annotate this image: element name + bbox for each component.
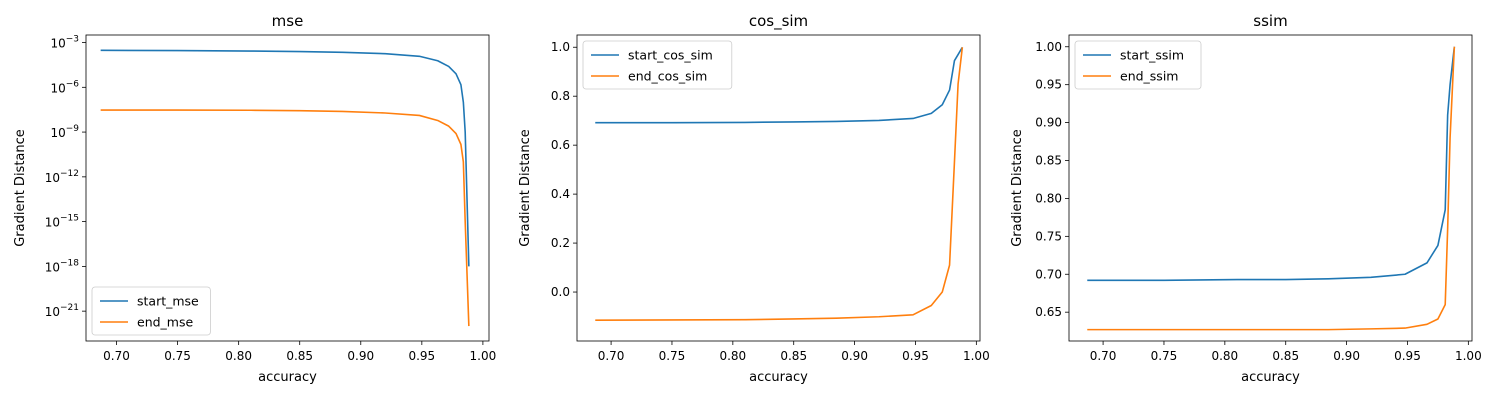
legend: start_cos_sim end_cos_sim [582,40,733,90]
y-tick-label: 0.65 [1035,305,1062,319]
chart-panel-ssim: 0.70 0.75 0.80 0.85 0.90 0.95 1.00 0.65 0.70 0.75… [1010,12,1482,385]
chart-title: mse [272,12,304,30]
y-tick-label: 10−12 [45,169,79,185]
legend-label: start_mse [137,294,199,309]
y-tick-label: 10−3 [50,35,79,51]
x-tick-label: 0.95 [902,349,929,363]
chart-panel-mse: 0.70 0.75 0.80 0.85 0.90 0.95 1.00 10−21 10−18 10… [13,12,496,385]
x-tick-label: 0.75 [659,349,686,363]
y-tick-label: 10−18 [45,258,80,274]
legend-box [91,286,211,336]
y-tick-label: 0.70 [1035,267,1062,281]
legend: start_mse end_mse [91,286,211,336]
y-tick-label: 0.95 [1035,78,1062,92]
x-tick-label: 0.70 [598,349,625,363]
legend: start_ssim end_ssim [1074,40,1202,90]
y-tick-label: 1.0 [551,40,570,54]
legend-label: start_cos_sim [628,48,713,63]
axes-frame [1068,34,1473,342]
x-tick-label: 0.70 [103,349,130,363]
y-tick-label: 1.00 [1035,40,1062,54]
legend-label: end_ssim [1120,69,1178,84]
x-tick-label: 0.90 [841,349,868,363]
x-tick-label: 0.95 [1394,349,1421,363]
x-tick-label: 0.70 [1090,349,1117,363]
x-axis-label: accuracy [258,370,317,385]
legend-label: end_cos_sim [628,69,707,84]
y-tick-label: 0.85 [1035,154,1062,168]
x-axis-label: accuracy [1241,370,1300,385]
y-tick-label: 0.0 [551,285,570,299]
series-line-start_mse [100,49,470,267]
x-tick-label: 0.80 [719,349,746,363]
x-tick-label: 1.00 [1455,349,1482,363]
x-tick-label: 0.95 [408,349,435,363]
y-tick-label: 0.75 [1035,229,1062,243]
chart-title: ssim [1253,12,1287,30]
axes-frame [85,34,490,342]
legend-box [582,40,733,90]
y-axis-label: Gradient Distance [13,129,28,247]
y-axis-label: Gradient Distance [1010,129,1025,247]
y-tick-label: 0.4 [551,187,570,201]
y-tick-label: 10−6 [50,79,79,95]
x-tick-label: 0.75 [1151,349,1178,363]
x-tick-label: 0.90 [347,349,374,363]
y-tick-label: 0.90 [1035,116,1062,130]
x-tick-label: 0.80 [1211,349,1238,363]
legend-label: end_mse [137,315,193,330]
y-tick-label: 0.80 [1035,191,1062,205]
x-tick-label: 0.85 [1272,349,1299,363]
series-line-end_mse [100,109,470,327]
x-tick-label: 0.85 [780,349,807,363]
x-tick-label: 1.00 [963,349,990,363]
x-tick-label: 0.85 [286,349,313,363]
series-line-end_ssim [1087,46,1456,331]
x-axis-label: accuracy [749,370,808,385]
x-tick-label: 0.80 [225,349,252,363]
chart-panel-cos_sim: 0.70 0.75 0.80 0.85 0.90 0.95 1.00 0.0 0.2 0.4 0.6… [518,12,990,385]
series-line-start_cos_sim [595,46,964,124]
y-axis-label: Gradient Distance [518,129,533,247]
y-tick-label: 0.6 [551,138,570,152]
legend-label: start_ssim [1120,48,1184,63]
y-tick-label: 0.8 [551,89,570,103]
y-tick-label: 10−9 [50,124,79,140]
x-tick-label: 1.00 [470,349,497,363]
chart-title: cos_sim [749,12,808,31]
x-tick-label: 0.75 [164,349,191,363]
axes-frame [576,34,981,342]
y-tick-label: 10−21 [45,303,79,319]
legend-box [1074,40,1202,90]
y-tick-label: 10−15 [45,214,79,230]
y-tick-label: 0.2 [551,236,570,250]
series-line-end_cos_sim [595,47,964,321]
x-tick-label: 0.90 [1333,349,1360,363]
series-line-start_ssim [1087,46,1456,282]
